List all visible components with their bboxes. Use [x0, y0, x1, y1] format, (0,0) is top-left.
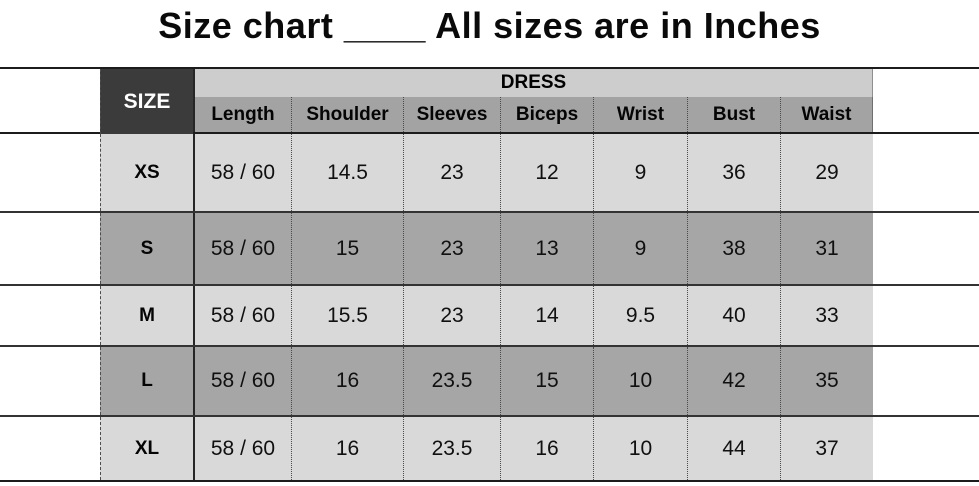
cell-xl-shoulder: 16: [291, 417, 403, 480]
table-row-xl: XL 58 / 60 16 23.5 16 10 44 37: [0, 417, 979, 480]
cell-xl-length: 58 / 60: [193, 417, 291, 480]
left-margin-cell: [0, 134, 100, 211]
row-label-xs: XS: [100, 134, 193, 211]
cell-m-bust: 40: [687, 286, 780, 345]
cell-xs-bust: 36: [687, 134, 780, 211]
cell-xs-length: 58 / 60: [193, 134, 291, 211]
cell-xs-wrist: 9: [593, 134, 687, 211]
cell-s-wrist: 9: [593, 213, 687, 284]
cell-l-sleeves: 23.5: [403, 347, 500, 415]
column-header-bust: Bust: [687, 97, 780, 132]
size-chart-table: SIZE DRESS Length Shoulder Sleeves Bicep…: [0, 67, 979, 482]
cell-s-sleeves: 23: [403, 213, 500, 284]
cell-xs-waist: 29: [780, 134, 873, 211]
row-label-l: L: [100, 347, 193, 415]
cell-l-wrist: 10: [593, 347, 687, 415]
cell-m-waist: 33: [780, 286, 873, 345]
column-header-row: Length Shoulder Sleeves Biceps Wrist Bus…: [193, 97, 873, 132]
left-margin-cell: [0, 417, 100, 480]
right-margin-cell: [873, 347, 979, 415]
cell-l-bust: 42: [687, 347, 780, 415]
page-title: Size chart ____ All sizes are in Inches: [158, 5, 821, 46]
cell-xl-wrist: 10: [593, 417, 687, 480]
row-label-m: M: [100, 286, 193, 345]
cell-s-length: 58 / 60: [193, 213, 291, 284]
cell-s-waist: 31: [780, 213, 873, 284]
right-margin-cell: [873, 417, 979, 480]
cell-xl-biceps: 16: [500, 417, 593, 480]
right-margin-cell: [873, 286, 979, 345]
table-row-s: S 58 / 60 15 23 13 9 38 31: [0, 213, 979, 286]
cell-l-waist: 35: [780, 347, 873, 415]
cell-m-shoulder: 15.5: [291, 286, 403, 345]
size-corner-header: SIZE: [100, 69, 193, 134]
table-row-l: L 58 / 60 16 23.5 15 10 42 35: [0, 347, 979, 417]
cell-m-wrist: 9.5: [593, 286, 687, 345]
row-label-s: S: [100, 213, 193, 284]
left-margin-cell: [0, 347, 100, 415]
cell-xl-sleeves: 23.5: [403, 417, 500, 480]
cell-m-biceps: 14: [500, 286, 593, 345]
right-margin-cell: [873, 134, 979, 211]
cell-xl-bust: 44: [687, 417, 780, 480]
cell-s-biceps: 13: [500, 213, 593, 284]
column-header-sleeves: Sleeves: [403, 97, 500, 132]
cell-xs-sleeves: 23: [403, 134, 500, 211]
cell-s-bust: 38: [687, 213, 780, 284]
left-margin-cell: [0, 286, 100, 345]
cell-l-shoulder: 16: [291, 347, 403, 415]
column-header-wrist: Wrist: [593, 97, 687, 132]
column-header-waist: Waist: [780, 97, 873, 132]
table-row-xs: XS 58 / 60 14.5 23 12 9 36 29: [0, 134, 979, 213]
row-label-xl: XL: [100, 417, 193, 480]
cell-m-sleeves: 23: [403, 286, 500, 345]
group-header-dress: DRESS: [193, 69, 873, 97]
table-row-m: M 58 / 60 15.5 23 14 9.5 40 33: [0, 286, 979, 347]
right-margin-cell: [873, 69, 979, 132]
cell-l-length: 58 / 60: [193, 347, 291, 415]
cell-s-shoulder: 15: [291, 213, 403, 284]
cell-m-length: 58 / 60: [193, 286, 291, 345]
left-margin-cell: [0, 213, 100, 284]
cell-l-biceps: 15: [500, 347, 593, 415]
table-header: SIZE DRESS Length Shoulder Sleeves Bicep…: [0, 69, 979, 134]
right-margin-cell: [873, 213, 979, 284]
left-margin-cell: [0, 69, 100, 132]
cell-xs-shoulder: 14.5: [291, 134, 403, 211]
cell-xl-waist: 37: [780, 417, 873, 480]
column-header-length: Length: [193, 97, 291, 132]
column-header-shoulder: Shoulder: [291, 97, 403, 132]
cell-xs-biceps: 12: [500, 134, 593, 211]
column-header-biceps: Biceps: [500, 97, 593, 132]
header-right-block: DRESS Length Shoulder Sleeves Biceps Wri…: [193, 69, 873, 132]
